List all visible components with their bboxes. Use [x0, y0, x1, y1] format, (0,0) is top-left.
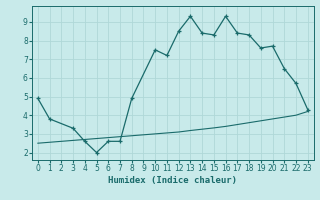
X-axis label: Humidex (Indice chaleur): Humidex (Indice chaleur): [108, 176, 237, 185]
